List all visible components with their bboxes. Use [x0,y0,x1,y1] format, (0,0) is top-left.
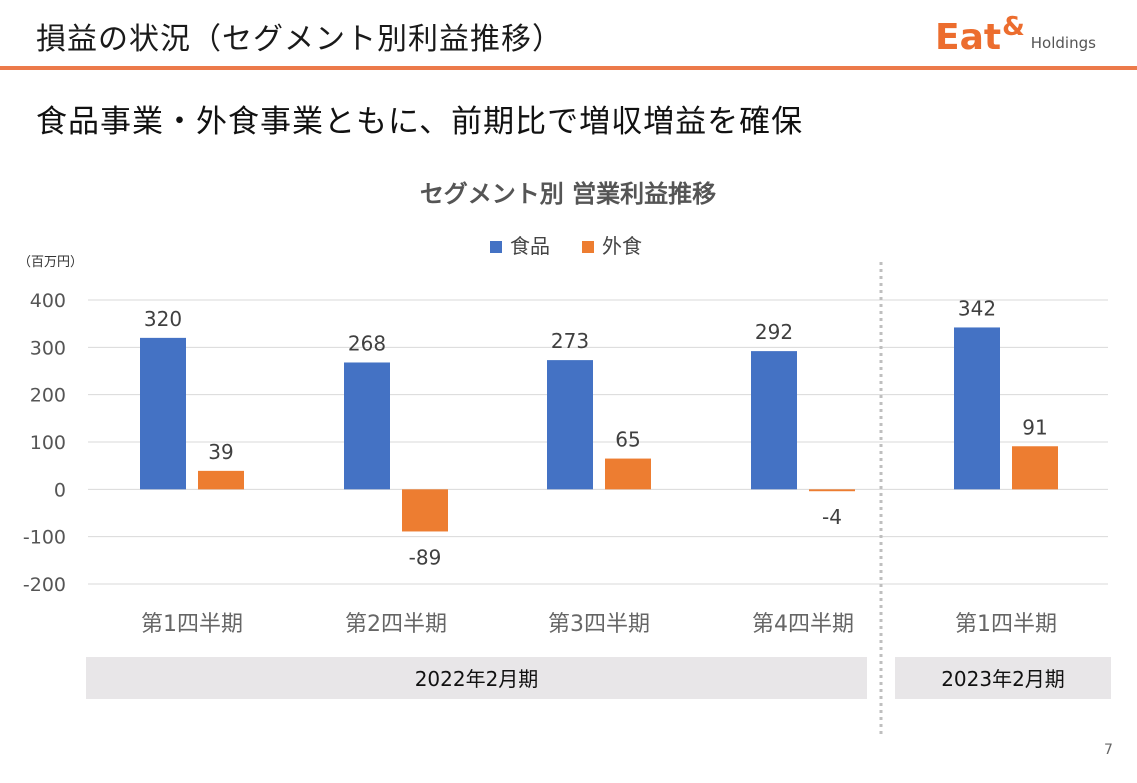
y-tick-label: -100 [23,527,66,549]
chart-title: セグメント別 営業利益推移 [420,180,716,208]
data-label-restaurant: 39 [208,440,233,464]
data-label-restaurant: 91 [1022,415,1047,439]
bar-food [547,360,593,489]
x-category-label: 第4四半期 [752,612,854,637]
bar-food [751,351,797,489]
data-label-food: 268 [348,331,386,355]
bar-food [140,338,186,489]
fiscal-period-label: 2023年2月期 [941,667,1065,691]
bar-food [954,327,1000,489]
fiscal-period-label: 2022年2月期 [415,667,539,691]
y-tick-label: 200 [30,385,66,407]
legend-swatch-food [490,241,502,253]
bar-restaurant [605,459,651,490]
y-tick-label: 400 [30,290,66,312]
segment-profit-chart: セグメント別 営業利益推移食品 外食 （百万円） -200 -100 0 100 200 300… [0,0,1137,783]
legend-label-food: 食品 [510,234,550,258]
data-label-restaurant: -89 [409,545,442,569]
bar-restaurant [402,489,448,531]
x-category-label: 第1四半期 [141,612,243,637]
bar-restaurant [1012,446,1058,489]
legend-swatch-restaurant [582,241,594,253]
data-label-restaurant: -4 [822,505,842,529]
x-category-label: 第3四半期 [548,612,650,637]
page-number: 7 [1104,742,1113,758]
y-tick-label: -200 [23,574,66,596]
x-category-label: 第1四半期 [955,612,1057,637]
bar-restaurant [198,471,244,489]
bar-food [344,362,390,489]
data-label-food: 292 [755,320,793,344]
y-tick-label: 100 [30,432,66,454]
data-label-food: 320 [144,307,182,331]
slide: 損益の状況（セグメント別利益推移） Eat & Holdings 食品事業・外食… [0,0,1137,783]
y-tick-label: 300 [30,337,66,359]
data-label-food: 342 [958,296,996,320]
bar-restaurant [809,489,855,491]
y-tick-label: 0 [54,479,66,501]
x-category-label: 第2四半期 [345,612,447,637]
y-axis-unit-label: （百万円） [18,255,83,270]
legend-label-restaurant: 外食 [602,234,642,258]
data-label-restaurant: 65 [615,428,640,452]
data-label-food: 273 [551,329,589,353]
